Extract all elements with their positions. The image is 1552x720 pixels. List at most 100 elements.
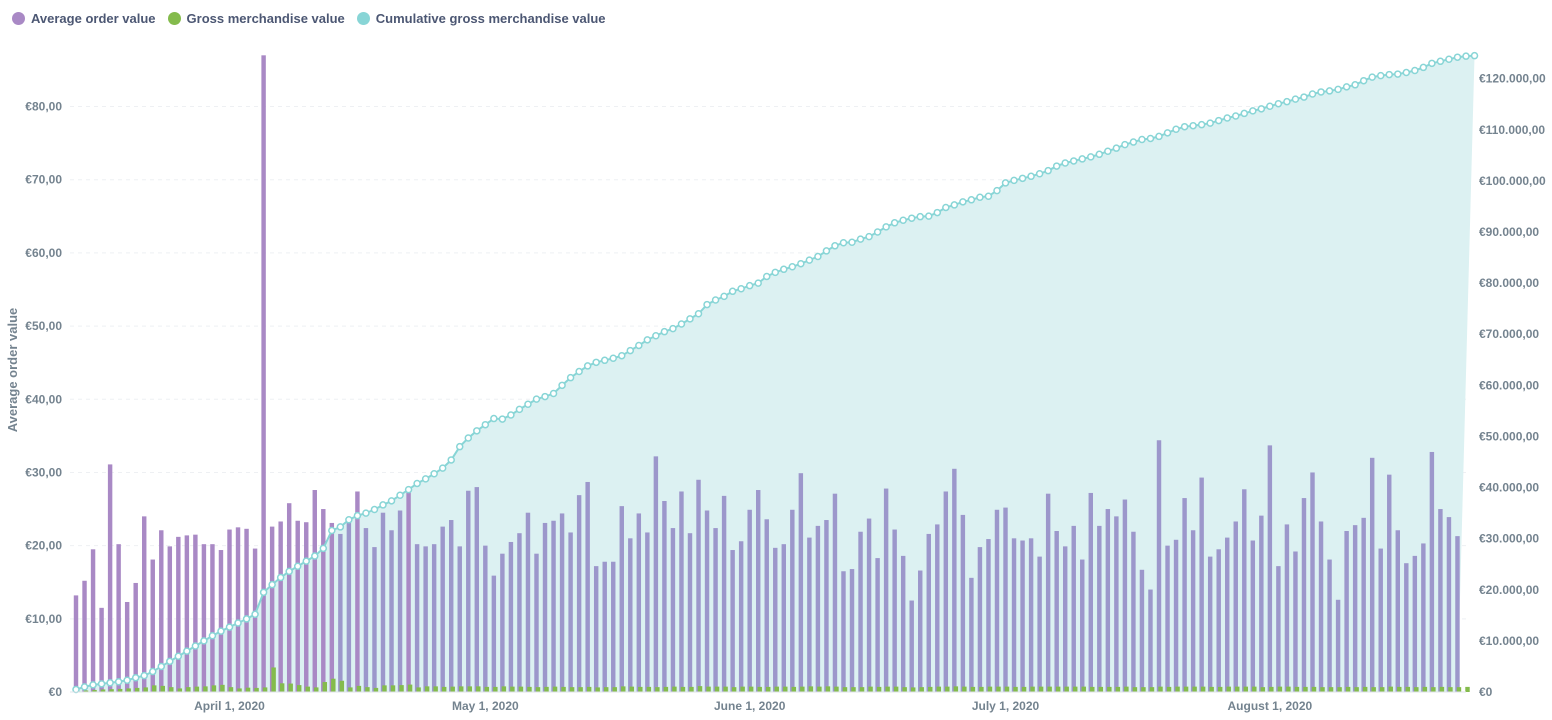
legend-item-cumulative[interactable]: Cumulative gross merchandise value bbox=[356, 11, 606, 26]
cumulative-point bbox=[1206, 119, 1214, 127]
cumulative-point bbox=[498, 415, 507, 423]
gmv-bar bbox=[808, 686, 814, 692]
aov-bar bbox=[218, 550, 224, 692]
gmv-bar bbox=[868, 686, 873, 692]
cumulative-point bbox=[1078, 155, 1087, 163]
cumulative-point bbox=[1325, 87, 1334, 95]
gmv-bar bbox=[459, 686, 464, 692]
cumulative-point bbox=[583, 362, 592, 370]
aov-bar bbox=[295, 520, 300, 692]
cumulative-point bbox=[208, 632, 217, 640]
cumulative-point bbox=[1308, 90, 1317, 98]
aov-bar bbox=[261, 55, 266, 693]
cumulative-point bbox=[907, 214, 916, 222]
cumulative-point bbox=[166, 657, 174, 666]
x-tick-label: April 1, 2020 bbox=[194, 699, 265, 713]
gmv-bar bbox=[825, 686, 831, 692]
cumulative-point bbox=[626, 346, 635, 355]
cumulative-point bbox=[251, 610, 259, 619]
gmv-bar bbox=[169, 687, 174, 692]
aov-bar bbox=[1344, 531, 1349, 692]
cumulative-point bbox=[1104, 147, 1112, 155]
gmv-bar bbox=[1380, 687, 1385, 692]
cumulative-point bbox=[618, 351, 626, 360]
legend-label-cumulative: Cumulative gross merchandise value bbox=[375, 11, 606, 26]
gmv-bar bbox=[211, 685, 217, 692]
gmv-bar bbox=[595, 687, 600, 692]
aov-bar bbox=[534, 553, 539, 692]
gmv-bar bbox=[1073, 686, 1078, 692]
gmv-bar bbox=[945, 686, 950, 692]
aov-bar bbox=[1455, 536, 1460, 692]
gmv-bar bbox=[586, 686, 592, 692]
aov-bar bbox=[1216, 549, 1221, 692]
aov-bar bbox=[653, 456, 659, 692]
aov-bar bbox=[269, 526, 275, 692]
gmv-bar bbox=[817, 686, 822, 692]
cumulative-point bbox=[370, 505, 379, 514]
cumulative-point bbox=[1010, 176, 1018, 185]
cumulative-point bbox=[89, 681, 97, 689]
gmv-bar bbox=[859, 687, 865, 692]
gmv-bar bbox=[92, 689, 97, 692]
aov-bar bbox=[1259, 515, 1264, 692]
cumulative-point bbox=[814, 252, 822, 261]
aov-bar bbox=[576, 495, 582, 692]
cumulative-point bbox=[1035, 169, 1044, 178]
cumulative-point bbox=[1138, 135, 1146, 144]
aov-bar bbox=[99, 607, 104, 692]
cumulative-point bbox=[1402, 68, 1411, 77]
cumulative-point bbox=[780, 265, 788, 274]
aov-bar bbox=[892, 529, 897, 692]
aov-bar bbox=[82, 580, 87, 692]
cumulative-point bbox=[1266, 102, 1274, 111]
gmv-bar bbox=[646, 686, 652, 692]
cumulative-point bbox=[856, 235, 865, 243]
aov-bar bbox=[1301, 498, 1307, 692]
aov-bar bbox=[611, 561, 616, 692]
gmv-bar bbox=[399, 685, 404, 692]
gmv-bar bbox=[1149, 687, 1155, 692]
aov-bar bbox=[457, 546, 462, 692]
aov-bar bbox=[1003, 507, 1008, 692]
gmv-bar bbox=[1098, 686, 1104, 692]
cumulative-point bbox=[1394, 70, 1402, 78]
cumulative-point bbox=[1317, 88, 1325, 96]
gmv-bar bbox=[1115, 686, 1121, 692]
y2-tick-label: €40.000,00 bbox=[1479, 481, 1539, 495]
legend-item-aov[interactable]: Average order value bbox=[12, 11, 156, 26]
cumulative-point bbox=[600, 356, 609, 365]
gmv-bar bbox=[518, 686, 524, 692]
cumulative-point bbox=[728, 287, 737, 296]
cumulative-point bbox=[1163, 129, 1172, 137]
aov-bar bbox=[1088, 492, 1094, 692]
gmv-bar bbox=[714, 686, 720, 692]
gmv-bar bbox=[1362, 686, 1368, 692]
cumulative-point bbox=[1436, 57, 1445, 66]
aov-bar bbox=[900, 555, 906, 692]
gmv-bar bbox=[160, 685, 165, 692]
aov-bar bbox=[1310, 472, 1315, 692]
gmv-bar bbox=[100, 689, 106, 692]
gmv-bar bbox=[288, 683, 293, 692]
cumulative-point bbox=[276, 573, 285, 582]
cumulative-point bbox=[1129, 138, 1138, 146]
gmv-bar bbox=[1414, 687, 1419, 692]
cumulative-point bbox=[694, 310, 703, 318]
cumulative-point bbox=[1445, 55, 1453, 63]
aov-bar bbox=[542, 522, 548, 692]
aov-bar bbox=[1028, 538, 1034, 692]
aov-bar bbox=[858, 531, 863, 692]
aov-bar bbox=[1020, 540, 1025, 692]
cumulative-point bbox=[1027, 172, 1035, 181]
legend-item-gmv[interactable]: Gross merchandise value bbox=[167, 11, 345, 26]
aov-bar bbox=[1361, 517, 1366, 692]
cumulative-point bbox=[1376, 71, 1385, 80]
aov-bar bbox=[551, 520, 556, 692]
aov-bar bbox=[926, 533, 931, 692]
aov-bar bbox=[440, 526, 445, 692]
aov-bar bbox=[508, 541, 514, 692]
aov-bar bbox=[107, 464, 113, 692]
gmv-bar bbox=[305, 686, 310, 692]
aov-bar bbox=[1378, 548, 1383, 692]
